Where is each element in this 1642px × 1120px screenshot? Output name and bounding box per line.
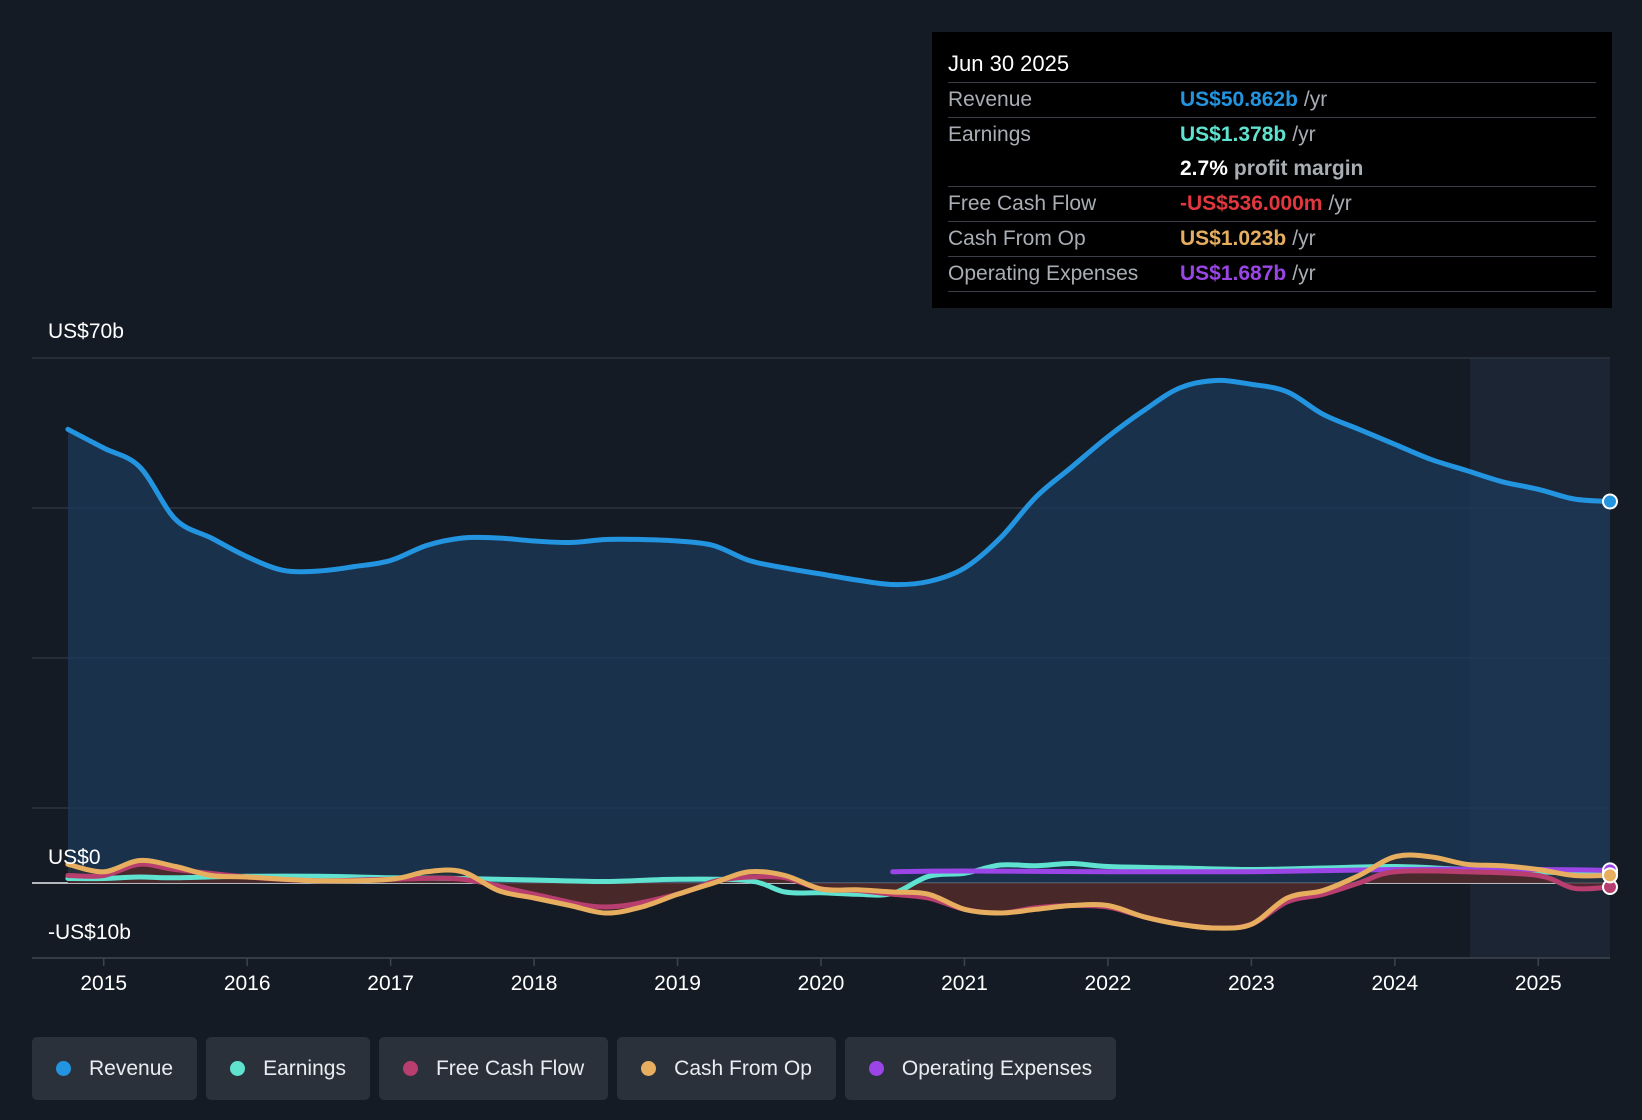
- tooltip-row-cash-from-op: Cash From Op US$1.023b /yr: [948, 222, 1596, 257]
- x-tick-label: 2016: [224, 972, 271, 995]
- tooltip-unit: profit margin: [1233, 157, 1364, 180]
- tooltip-value: 2.7%: [1180, 157, 1228, 180]
- legend-item-free-cash-flow[interactable]: Free Cash Flow: [378, 1037, 609, 1100]
- legend-item-operating-expenses[interactable]: Operating Expenses: [844, 1037, 1117, 1100]
- tooltip-unit: /yr: [1303, 88, 1328, 111]
- x-tick-label: 2025: [1515, 972, 1562, 995]
- tooltip-unit: /yr: [1328, 192, 1352, 215]
- tooltip-date: Jun 30 2025: [948, 46, 1596, 83]
- tooltip-unit: /yr: [1292, 262, 1316, 285]
- tooltip-row-revenue: Revenue US$50.862b /yr: [948, 83, 1596, 118]
- cash-from-op-line: [65, 852, 1613, 931]
- revenue-area: [67, 380, 1610, 883]
- x-tick-label: 2017: [367, 972, 414, 995]
- y-axis-top-label: US$70b: [48, 320, 124, 343]
- tooltip-value: US$1.378b: [1180, 123, 1287, 146]
- x-tick-label: 2019: [654, 972, 701, 995]
- legend-label: Cash From Op: [674, 1056, 812, 1080]
- legend-dot-icon: [230, 1061, 246, 1076]
- tooltip-unit: /yr: [1292, 227, 1316, 250]
- tooltip-label: Earnings: [948, 123, 1031, 146]
- legend-label: Operating Expenses: [901, 1056, 1093, 1080]
- y-axis-zero-label: US$0: [48, 846, 101, 869]
- x-tick-label: 2023: [1228, 972, 1275, 995]
- x-tick-label: 2021: [941, 972, 988, 995]
- legend-dot-icon: [641, 1061, 657, 1076]
- revenue-line: [65, 377, 1613, 588]
- legend-label: Revenue: [89, 1056, 174, 1080]
- x-tick-label: 2024: [1371, 972, 1418, 995]
- legend-label: Free Cash Flow: [435, 1056, 585, 1080]
- tooltip-label: Free Cash Flow: [948, 192, 1097, 215]
- tooltip-unit: /yr: [1292, 123, 1316, 146]
- tooltip-row-operating-expenses: Operating Expenses US$1.687b /yr: [948, 257, 1596, 292]
- cash-from-op-area: [67, 855, 1610, 929]
- x-tick-label: 2022: [1085, 972, 1132, 995]
- earnings-line: [65, 860, 1613, 898]
- tooltip-row-profit-margin: 2.7% profit margin: [948, 152, 1596, 187]
- tooltip-value: US$1.687b: [1180, 262, 1287, 285]
- cash-from-op-endpoint: [1602, 867, 1618, 884]
- legend-item-earnings[interactable]: Earnings: [206, 1037, 370, 1100]
- revenue-endpoint: [1602, 493, 1618, 510]
- legend-label: Earnings: [263, 1056, 346, 1080]
- tooltip-value: US$50.862b: [1180, 88, 1298, 111]
- chart-legend: Revenue Earnings Free Cash Flow Cash Fro…: [32, 1037, 1117, 1100]
- legend-dot-icon: [56, 1061, 71, 1076]
- x-tick-label: 2020: [798, 972, 845, 995]
- chart-tooltip: Jun 30 2025 Revenue US$50.862b /yr Earni…: [932, 32, 1612, 308]
- tooltip-label: Operating Expenses: [948, 262, 1139, 285]
- x-tick-label: 2015: [80, 972, 127, 995]
- tooltip-value: -US$536.000m: [1180, 192, 1323, 215]
- tooltip-label: Cash From Op: [948, 227, 1086, 250]
- tooltip-value: US$1.023b: [1180, 227, 1287, 250]
- legend-item-revenue[interactable]: Revenue: [32, 1037, 198, 1100]
- x-tick-label: 2018: [511, 972, 558, 995]
- tooltip-row-free-cash-flow: Free Cash Flow -US$536.000m /yr: [948, 187, 1596, 222]
- tooltip-label: Revenue: [948, 88, 1033, 111]
- chart-plot: 2015 2016 2017 2018 2019 2020 2021 2022 2023 2024…: [32, 357, 1618, 995]
- tooltip-row-earnings: Earnings US$1.378b /yr: [948, 118, 1596, 152]
- legend-item-cash-from-op[interactable]: Cash From Op: [617, 1037, 836, 1100]
- y-axis-bottom-label: -US$10b: [48, 921, 131, 944]
- tooltip-label: [948, 152, 1180, 186]
- legend-dot-icon: [868, 1061, 884, 1076]
- legend-dot-icon: [402, 1061, 418, 1076]
